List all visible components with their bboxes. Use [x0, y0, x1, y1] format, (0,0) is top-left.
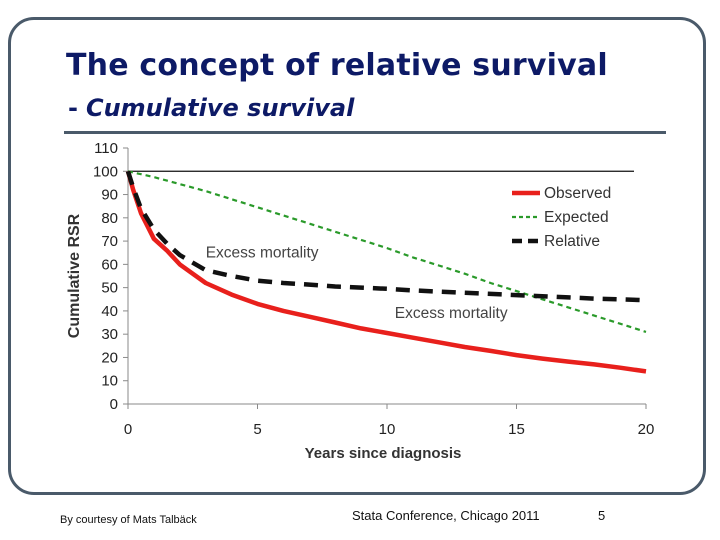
legend-label-observed: Observed: [544, 185, 611, 202]
slide-frame: [8, 17, 706, 495]
y-tick-label: 50: [101, 280, 118, 297]
slide-title: The concept of relative survival: [66, 48, 608, 83]
legend-label-relative: Relative: [544, 233, 600, 250]
footer-credit: By courtesy of Mats Talbäck: [60, 514, 197, 526]
survival-chart: 0 10 20 30 40 50 60 70 80 90 100 110 0 5 10 15 20 Years s…: [66, 140, 655, 462]
x-tick-label: 10: [379, 421, 396, 438]
x-tick-label: 0: [124, 421, 132, 438]
legend-label-expected: Expected: [544, 209, 609, 226]
x-tick-label: 15: [508, 421, 525, 438]
y-tick-label: 100: [93, 163, 118, 180]
y-tick-label: 90: [101, 187, 118, 204]
slide-subtitle: - Cumulative survival: [68, 94, 354, 122]
y-tick-label: 40: [101, 303, 118, 320]
y-tick-label: 60: [101, 256, 118, 273]
x-tick-label: 20: [638, 421, 655, 438]
series-line-observed: [125, 170, 647, 374]
annotation-excess-mortality-1: Excess mortality: [206, 244, 319, 261]
y-tick-label: 20: [101, 349, 118, 366]
series-line-relative: [125, 170, 647, 303]
annotation-excess-mortality-2: Excess mortality: [395, 305, 508, 322]
title-rule: [64, 131, 666, 134]
subtitle-dash: -: [68, 94, 78, 122]
y-tick-label: 110: [94, 140, 118, 157]
footer-conference: Stata Conference, Chicago 2011: [352, 508, 540, 523]
series-line-expected: [127, 170, 647, 333]
y-tick-label: 10: [101, 373, 118, 390]
y-axis-label: Cumulative RSR: [66, 213, 83, 338]
y-tick-label: 30: [101, 326, 118, 343]
x-axis-label: Years since diagnosis: [305, 445, 462, 462]
y-tick-label: 0: [110, 396, 118, 413]
subtitle-text: Cumulative survival: [85, 94, 355, 122]
x-tick-label: 5: [253, 421, 261, 438]
y-tick-label: 70: [101, 233, 118, 250]
y-tick-label: 80: [101, 210, 118, 227]
page-number: 5: [598, 508, 606, 523]
